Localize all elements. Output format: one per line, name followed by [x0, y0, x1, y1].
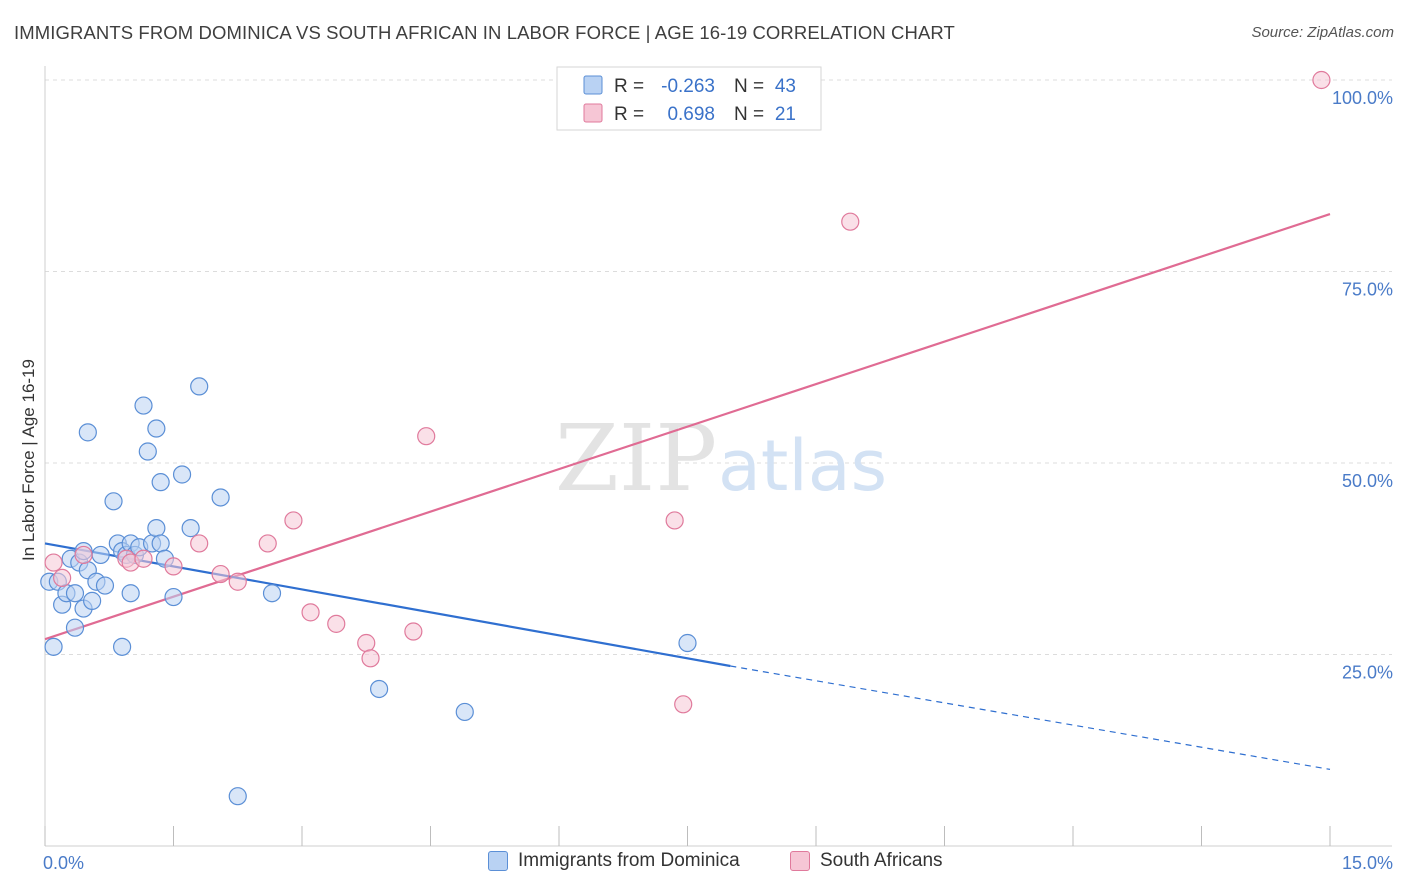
point-south-africans-13: [327, 614, 346, 633]
point-dominica-6: [65, 584, 85, 603]
y-axis-label: In Labor Force | Age 16-19: [19, 359, 38, 561]
point-south-africans-18: [665, 511, 684, 530]
chart-title: IMMIGRANTS FROM DOMINICA VS SOUTH AFRICA…: [14, 22, 955, 43]
x-tick-label-0: 0.0%: [43, 853, 84, 873]
point-dominica-38: [211, 488, 230, 507]
legend-label-dominica: Immigrants from Dominica: [518, 850, 740, 871]
point-south-africans-6: [164, 557, 183, 576]
point-dominica-30: [147, 519, 166, 538]
point-south-africans-8: [211, 564, 230, 584]
point-south-africans-21: [1312, 70, 1331, 90]
point-south-africans-7: [190, 534, 209, 553]
point-dominica-11: [78, 423, 97, 442]
point-dominica-13: [83, 591, 102, 610]
y-tick-label-0: 25.0%: [1342, 663, 1393, 683]
stats-legend-n-label-1: N =: [734, 76, 764, 97]
point-dominica-31: [151, 534, 170, 553]
point-south-africans-9: [228, 572, 247, 591]
point-south-africans-14: [357, 633, 376, 653]
trend-line-dominica-extension: [730, 665, 1331, 770]
trend-line-south-africans: [44, 213, 1331, 641]
point-south-africans-2: [74, 545, 93, 565]
point-south-africans-17: [417, 427, 436, 446]
point-dominica-43: [678, 633, 697, 653]
point-south-africans-15: [361, 649, 380, 668]
stats-legend-n-label-2: N =: [734, 104, 764, 125]
x-tick-labels: 0.0% 15.0%: [43, 853, 1393, 873]
legend-swatch-south-africans: [790, 851, 810, 871]
point-dominica-15: [91, 545, 110, 565]
point-south-africans-0: [44, 553, 63, 572]
legend-swatch-dominica: [488, 851, 508, 871]
y-tick-labels: 25.0% 50.0% 75.0% 100.0%: [1332, 88, 1393, 683]
point-dominica-39: [228, 787, 247, 806]
stats-legend-r-value-2: 0.698: [667, 104, 715, 125]
point-dominica-35: [172, 465, 192, 484]
point-dominica-36: [181, 519, 200, 538]
point-dominica-42: [455, 702, 474, 722]
x-tick-label-1: 15.0%: [1342, 853, 1393, 873]
point-dominica-41: [370, 679, 389, 699]
y-tick-label-2: 75.0%: [1342, 280, 1393, 300]
stats-legend-n-value-1: 43: [775, 76, 796, 97]
point-dominica-26: [134, 396, 153, 415]
point-dominica-32: [151, 473, 170, 492]
stats-legend-swatch-blue: [583, 75, 603, 95]
point-south-africans-19: [674, 695, 693, 714]
stats-legend-n-value-2: 21: [775, 104, 796, 125]
point-dominica-17: [104, 492, 123, 511]
stats-legend-r-label-1: R =: [614, 76, 644, 97]
point-dominica-23: [121, 584, 140, 603]
legend-item-south-africans: South Africans: [790, 850, 943, 872]
point-dominica-37: [190, 377, 209, 396]
point-dominica-7: [65, 618, 85, 637]
point-dominica-34: [164, 587, 183, 607]
point-dominica-16: [95, 576, 115, 595]
watermark-atlas: atlas: [718, 425, 887, 507]
point-dominica-40: [262, 584, 282, 603]
legend-label-south-africans: South Africans: [820, 850, 943, 871]
stats-legend-r-value-1: -0.263: [661, 76, 715, 97]
point-south-africans-5: [134, 549, 153, 568]
data-points: [40, 70, 1331, 806]
point-south-africans-12: [301, 603, 320, 622]
point-south-africans-10: [258, 534, 277, 553]
stats-legend-swatch-pink: [583, 103, 603, 123]
watermark-zip: ZIP: [555, 405, 717, 512]
stats-legend-r-label-2: R =: [614, 104, 644, 125]
axes: [44, 66, 1392, 847]
point-south-africans-16: [404, 622, 423, 641]
point-dominica-27: [138, 442, 157, 461]
grid-lines: [45, 79, 1392, 655]
point-south-africans-11: [284, 511, 303, 530]
legend-item-dominica: Immigrants from Dominica: [488, 850, 740, 872]
chart-source: Source: ZipAtlas.com: [1251, 24, 1394, 41]
point-dominica-1: [44, 637, 63, 656]
stats-legend: R = -0.263 N = 43 R = 0.698 N = 21: [556, 66, 822, 131]
series-legend: Immigrants from Dominica South Africans: [0, 850, 1406, 880]
y-tick-label-3: 100.0%: [1332, 88, 1393, 108]
point-south-africans-1: [53, 568, 72, 588]
point-south-africans-20: [841, 212, 860, 231]
point-dominica-29: [147, 419, 166, 438]
point-dominica-19: [112, 637, 132, 656]
y-tick-label-1: 50.0%: [1342, 471, 1393, 491]
watermark: ZIP atlas: [555, 405, 887, 512]
